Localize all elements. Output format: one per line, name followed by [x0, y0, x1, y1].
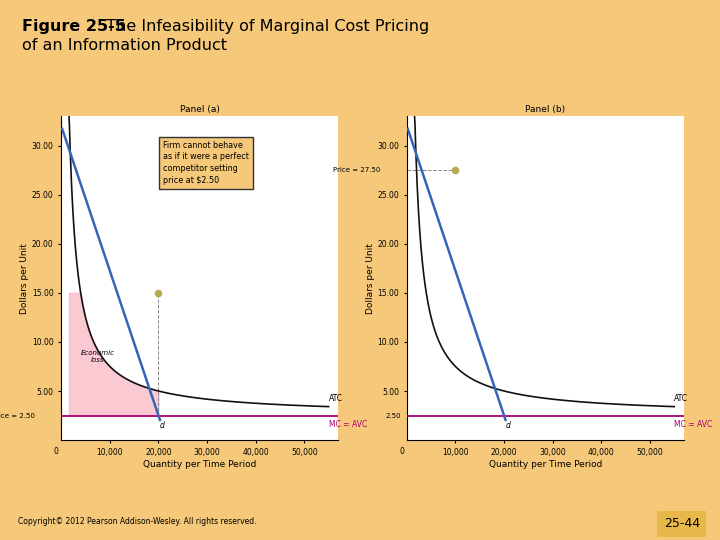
Text: ATC: ATC — [328, 394, 343, 403]
Y-axis label: Dollars per Unit: Dollars per Unit — [366, 242, 374, 314]
Text: The Infeasibility of Marginal Cost Pricing: The Infeasibility of Marginal Cost Prici… — [96, 19, 430, 34]
Text: Price = 27.50: Price = 27.50 — [333, 167, 380, 173]
Text: Economic
loss: Economic loss — [81, 350, 114, 363]
Text: d: d — [160, 421, 165, 430]
Text: MC = AVC: MC = AVC — [674, 421, 713, 429]
Text: 0: 0 — [53, 447, 58, 456]
Text: 2.50: 2.50 — [385, 413, 401, 418]
X-axis label: Quantity per Time Period: Quantity per Time Period — [489, 460, 602, 469]
Title: Panel (a): Panel (a) — [180, 105, 220, 114]
Text: d: d — [505, 421, 510, 430]
Text: MC = AVC: MC = AVC — [328, 421, 367, 429]
Text: Firm cannot behave
as if it were a perfect
competitor setting
price at $2.50: Firm cannot behave as if it were a perfe… — [163, 140, 249, 185]
Text: Price = 2.50: Price = 2.50 — [0, 413, 35, 418]
Y-axis label: Dollars per Unit: Dollars per Unit — [20, 242, 29, 314]
Text: Figure 25-5: Figure 25-5 — [22, 19, 125, 34]
Text: 25-44: 25-44 — [664, 517, 700, 530]
Text: of an Information Product: of an Information Product — [22, 38, 227, 53]
Text: ATC: ATC — [674, 394, 688, 403]
X-axis label: Quantity per Time Period: Quantity per Time Period — [143, 460, 256, 469]
Title: Panel (b): Panel (b) — [526, 105, 565, 114]
Text: Copyright© 2012 Pearson Addison-Wesley. All rights reserved.: Copyright© 2012 Pearson Addison-Wesley. … — [18, 517, 256, 526]
Text: 0: 0 — [399, 447, 404, 456]
